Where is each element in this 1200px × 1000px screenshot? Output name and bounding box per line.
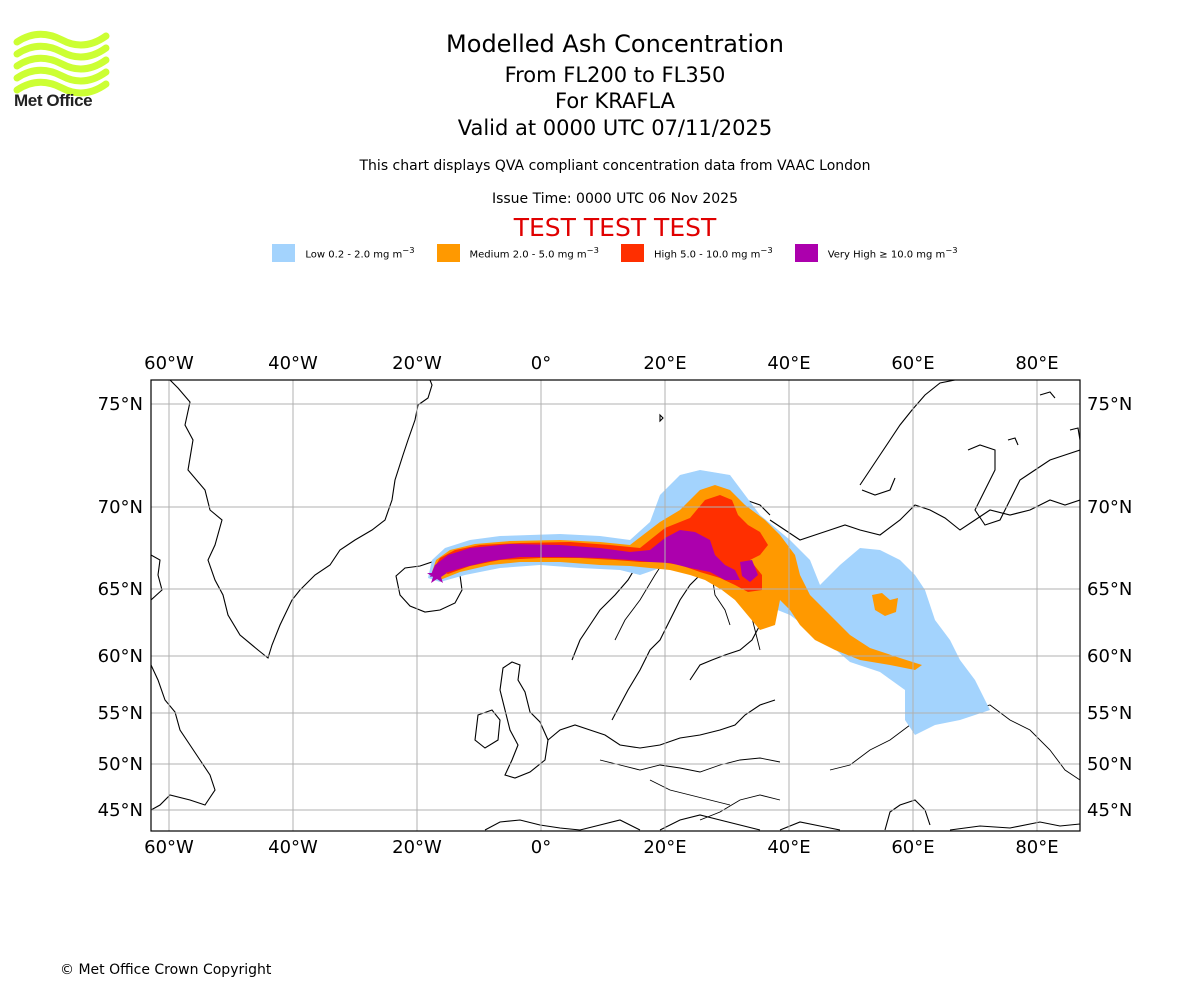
canada-coast bbox=[151, 554, 163, 601]
map-frame bbox=[150, 379, 1081, 832]
valid-time: Valid at 0000 UTC 07/11/2025 bbox=[457, 116, 773, 140]
lat-label-55n-left: 55°N bbox=[98, 703, 143, 724]
svalbard-coast bbox=[659, 413, 664, 423]
chart-title: Modelled Ash Concentration bbox=[446, 30, 784, 58]
novaya-zemlya-south bbox=[861, 477, 896, 496]
ash-very-high-east bbox=[740, 560, 758, 582]
legend-label-high: High 5.0 - 10.0 mg m bbox=[653, 249, 761, 261]
graticule bbox=[151, 380, 1080, 831]
lon-label-20e-bottom: 20°E bbox=[643, 837, 686, 858]
lat-label-65n-left: 65°N bbox=[98, 579, 143, 600]
logo-wave bbox=[13, 42, 110, 61]
met-office-logo-text: Met Office bbox=[14, 91, 93, 110]
lon-label-20w-bottom: 20°W bbox=[392, 837, 442, 858]
ash-very-high-layer bbox=[430, 530, 740, 580]
flight-levels: From FL200 to FL350 bbox=[504, 63, 726, 87]
lon-label-60e-bottom: 60°E bbox=[891, 837, 934, 858]
europe-coast bbox=[547, 699, 776, 749]
lon-label-60w-bottom: 60°W bbox=[144, 837, 194, 858]
legend-unit-exponent: −3 bbox=[402, 245, 415, 256]
coastlines bbox=[151, 380, 1080, 831]
asia-south-coast bbox=[884, 799, 1080, 831]
wave-icon bbox=[13, 30, 110, 97]
lat-label-60n-right: 60°N bbox=[1087, 646, 1132, 667]
ireland-coast bbox=[474, 709, 501, 749]
lon-label-0-bottom: 0° bbox=[531, 837, 551, 858]
legend-unit-exponent: −3 bbox=[586, 245, 599, 256]
lon-label-0-top: 0° bbox=[531, 353, 551, 374]
logo-wave bbox=[13, 78, 110, 97]
ash-medium-layer bbox=[432, 485, 922, 670]
copyright-notice: © Met Office Crown Copyright bbox=[60, 962, 272, 978]
europe-south bbox=[484, 814, 841, 831]
lat-label-75n-left: 75°N bbox=[98, 394, 143, 415]
lon-label-20e-top: 20°E bbox=[643, 353, 686, 374]
ash-medium-patch bbox=[872, 593, 898, 616]
legend-swatch-low bbox=[272, 244, 296, 262]
lon-labels-top: 60°W 40°W 20°W 0° 20°E 40°E 60°E 80°E bbox=[144, 353, 1058, 374]
legend-label-very-high: Very High ≥ 10.0 mg m bbox=[827, 249, 946, 261]
lat-label-55n-right: 55°N bbox=[1087, 703, 1132, 724]
lon-label-20w-top: 20°W bbox=[392, 353, 442, 374]
legend-item-very-high: Very High ≥ 10.0 mg m−3 bbox=[794, 244, 958, 262]
lon-label-40w-bottom: 40°W bbox=[268, 837, 318, 858]
legend-label-medium: Medium 2.0 - 5.0 mg m bbox=[469, 249, 587, 261]
arctic-islands bbox=[1007, 391, 1080, 446]
taymyr-coast bbox=[967, 444, 1080, 526]
concentration-legend: Low 0.2 - 2.0 mg m−3 Medium 2.0 - 5.0 mg… bbox=[0, 244, 1200, 262]
lon-label-60w-top: 60°W bbox=[144, 353, 194, 374]
lat-labels-left: 75°N 70°N 65°N 60°N 55°N 50°N 45°N bbox=[98, 394, 143, 821]
logo-wave bbox=[13, 30, 110, 49]
logo-wave bbox=[13, 66, 110, 85]
test-banner: TEST TEST TEST bbox=[513, 213, 717, 242]
lon-label-80e-bottom: 80°E bbox=[1015, 837, 1058, 858]
lat-label-45n-right: 45°N bbox=[1087, 800, 1132, 821]
legend-swatch-medium bbox=[436, 244, 460, 262]
lat-label-70n-right: 70°N bbox=[1087, 497, 1132, 518]
lat-label-60n-left: 60°N bbox=[98, 646, 143, 667]
met-office-logo bbox=[13, 30, 110, 97]
lon-label-40e-bottom: 40°E bbox=[767, 837, 810, 858]
novaya-zemlya-coast bbox=[859, 380, 956, 486]
legend-item-medium: Medium 2.0 - 5.0 mg m−3 bbox=[436, 244, 599, 262]
sweden-coast bbox=[611, 574, 701, 721]
lon-label-80e-top: 80°E bbox=[1015, 353, 1058, 374]
lat-label-75n-right: 75°N bbox=[1087, 394, 1132, 415]
iceland-coast bbox=[395, 561, 463, 613]
lat-label-50n-left: 50°N bbox=[98, 754, 143, 775]
legend-label-low: Low 0.2 - 2.0 mg m bbox=[305, 249, 403, 261]
greenland-coast bbox=[169, 380, 433, 659]
russia-north-coast bbox=[769, 499, 1080, 541]
ash-low-layer bbox=[428, 470, 990, 735]
lon-label-40w-top: 40°W bbox=[268, 353, 318, 374]
legend-swatch-high bbox=[620, 244, 644, 262]
lon-labels-bottom: 60°W 40°W 20°W 0° 20°E 40°E 60°E 80°E bbox=[144, 837, 1058, 858]
britain-coast bbox=[499, 661, 549, 779]
border-europe bbox=[599, 757, 781, 821]
legend-swatch-very-high bbox=[794, 244, 818, 262]
lon-label-40e-top: 40°E bbox=[767, 353, 810, 374]
lat-label-70n-left: 70°N bbox=[98, 497, 143, 518]
volcano-name: For KRAFLA bbox=[555, 89, 675, 113]
labrador-coast bbox=[151, 664, 216, 811]
chart-description: This chart displays QVA compliant concen… bbox=[359, 158, 871, 174]
logo-wave bbox=[13, 54, 110, 73]
legend-item-high: High 5.0 - 10.0 mg m−3 bbox=[620, 244, 773, 262]
lat-label-50n-right: 50°N bbox=[1087, 754, 1132, 775]
lat-labels-right: 75°N 70°N 65°N 60°N 55°N 50°N 45°N bbox=[1087, 394, 1132, 821]
issue-time: Issue Time: 0000 UTC 06 Nov 2025 bbox=[491, 191, 739, 207]
volcano-marker bbox=[427, 566, 447, 583]
lat-label-45n-left: 45°N bbox=[98, 800, 143, 821]
legend-item-low: Low 0.2 - 2.0 mg m−3 bbox=[272, 244, 415, 262]
map-content bbox=[151, 380, 1080, 831]
lat-label-65n-right: 65°N bbox=[1087, 579, 1132, 600]
legend-unit-exponent: −3 bbox=[945, 245, 958, 256]
lon-label-60e-top: 60°E bbox=[891, 353, 934, 374]
ash-plume bbox=[427, 470, 990, 735]
legend-unit-exponent: −3 bbox=[760, 245, 773, 256]
